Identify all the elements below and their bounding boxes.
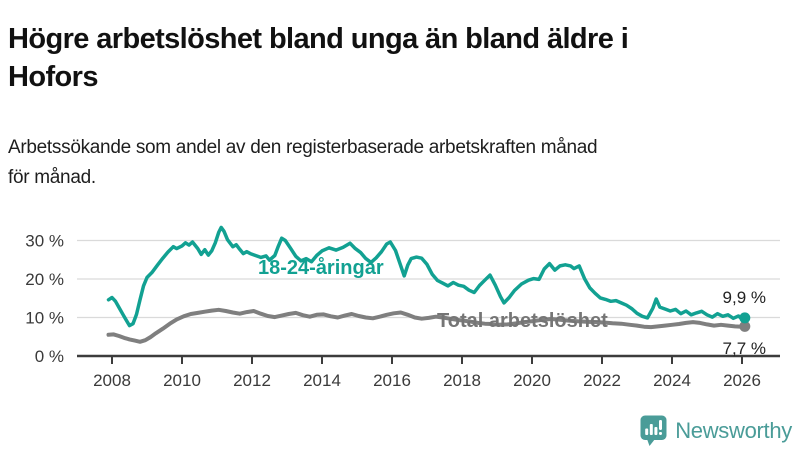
y-axis-label-30: 30 % <box>25 232 64 251</box>
x-axis-label-2026: 2026 <box>723 371 761 390</box>
end-value-label-total: 7,7 % <box>723 339 766 358</box>
x-axis-label-2022: 2022 <box>583 371 621 390</box>
page-title: Högre arbetslöshet bland unga än bland ä… <box>8 21 796 95</box>
x-axis-label-2012: 2012 <box>233 371 271 390</box>
chart-subtitle: Arbetssökande som andel av den registerb… <box>8 133 798 194</box>
newsworthy-logo[interactable]: Newsworthy <box>640 415 792 446</box>
page-title-line1: Högre arbetslöshet bland unga än bland ä… <box>8 23 629 56</box>
chart-subtitle-line2: för månad. <box>8 167 96 189</box>
series-end-dot-total <box>739 320 751 332</box>
page-title-line2: Hofors <box>8 60 98 93</box>
series-label-youth: 18-24-åringar <box>258 256 384 279</box>
x-axis-label-2010: 2010 <box>163 371 201 390</box>
x-axis-label-2014: 2014 <box>303 371 341 390</box>
x-axis-label-2020: 2020 <box>513 371 551 390</box>
x-axis-label-2018: 2018 <box>443 371 481 390</box>
end-value-label-youth: 9,9 % <box>723 288 766 307</box>
newsworthy-chart-bubble-icon <box>640 415 667 446</box>
series-line-youth <box>106 225 747 328</box>
chart-subtitle-line1: Arbetssökande som andel av den registerb… <box>8 137 598 158</box>
y-axis-label-10: 10 % <box>25 309 64 328</box>
newsworthy-logo-text: Newsworthy <box>675 417 792 443</box>
series-label-total: Total arbetslöshet <box>437 310 608 332</box>
unemployment-line-chart: 0 % 10 % 20 % 30 % 2008 2010 2012 2014 2016 2018 2… <box>0 190 800 408</box>
y-axis-label-0: 0 % <box>35 347 64 366</box>
x-axis-label-2016: 2016 <box>373 371 411 390</box>
series-line-total <box>106 307 747 344</box>
x-axis-label-2024: 2024 <box>653 371 691 390</box>
series-end-dot-youth <box>739 312 751 324</box>
x-axis-label-2008: 2008 <box>93 371 131 390</box>
chart-canvas: 0 % 10 % 20 % 30 % 2008 2010 2012 2014 2016 2018 2… <box>25 225 780 390</box>
y-axis-label-20: 20 % <box>25 270 64 289</box>
